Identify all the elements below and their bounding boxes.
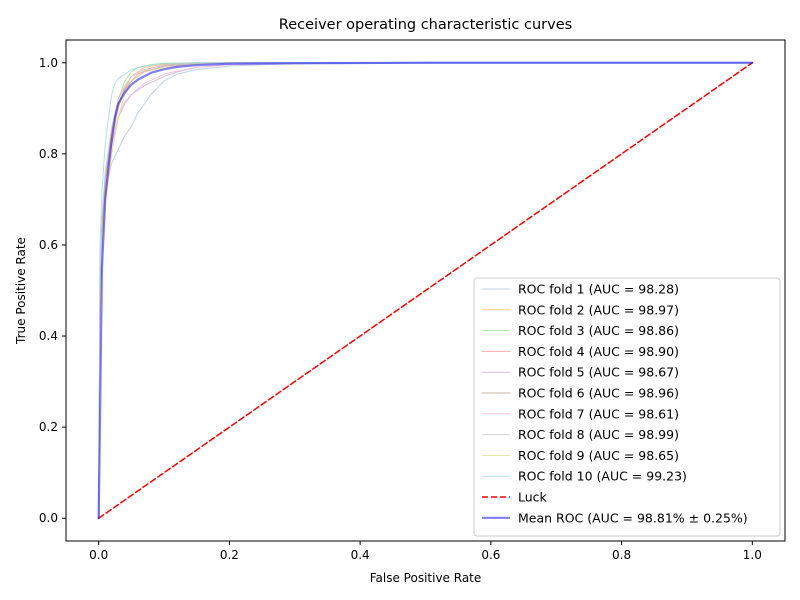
x-tick-label: 0.8 [612,548,631,562]
plot-area [97,61,754,520]
x-tick-label: 0.6 [481,548,500,562]
y-tick-label: 0.8 [39,147,58,161]
axes-frame [65,39,786,542]
axes: 0.0 0.2 0.4 0.6 0.8 1.0 0.0 0.2 0.4 0.6 0.8 1.0 [39,39,786,562]
x-tick-label: 0.2 [220,548,239,562]
legend-label-1: ROC fold 1 (AUC = 98.28) [518,282,679,297]
legend-label-5: ROC fold 5 (AUC = 98.67) [518,365,679,380]
chart-title: Receiver operating characteristic curves [279,17,572,33]
legend-label-8: ROC fold 8 (AUC = 98.99) [518,427,679,442]
series-line-12 [97,61,754,520]
legend-label-9: ROC fold 9 (AUC = 98.65) [518,448,679,463]
legend-label-7: ROC fold 7 (AUC = 98.61) [518,406,679,421]
legend-label-4: ROC fold 4 (AUC = 98.90) [518,344,679,359]
x-tick-label: 1.0 [743,548,762,562]
legend-label-12: Mean ROC (AUC = 98.81% ± 0.25%) [518,510,748,525]
x-tick-label: 0.0 [89,548,108,562]
y-tick-label: 0.4 [39,329,58,343]
legend-label-3: ROC fold 3 (AUC = 98.86) [518,323,679,338]
y-axis-label: True Positive Rate [14,237,28,345]
y-tick-label: 0.2 [39,420,58,434]
legend-box [473,277,781,537]
x-axis-label: False Positive Rate [370,571,482,585]
y-tick-label: 1.0 [39,56,58,70]
x-tick-label: 0.4 [351,548,370,562]
series-line-11 [97,62,754,519]
y-tick-label: 0.0 [39,511,58,525]
legend: ROC fold 1 (AUC = 98.28) ROC fold 2 (AUC … [473,277,781,537]
legend-label-6: ROC fold 6 (AUC = 98.96) [518,386,679,401]
legend-label-11: Luck [518,490,548,505]
y-tick-label: 0.6 [39,238,58,252]
legend-label-2: ROC fold 2 (AUC = 98.97) [518,302,679,317]
legend-label-10: ROC fold 10 (AUC = 99.23) [518,469,687,484]
